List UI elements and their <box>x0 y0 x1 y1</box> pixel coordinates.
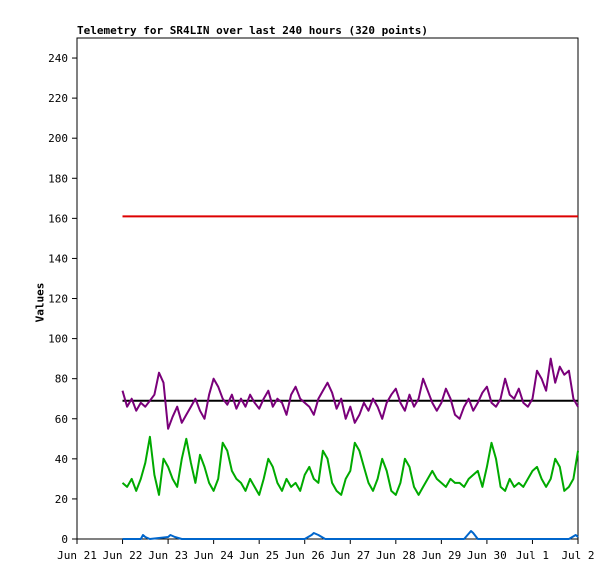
x-tick-label: Jun 27 <box>330 549 370 562</box>
y-tick-label: 60 <box>55 413 68 426</box>
y-tick-label: 240 <box>48 52 68 65</box>
y-tick-label: 100 <box>48 333 68 346</box>
y-tick-label: 180 <box>48 172 68 185</box>
y-tick-label: 200 <box>48 132 68 145</box>
x-tick-label: Jun 22 <box>103 549 143 562</box>
chart-title: Telemetry for SR4LIN over last 240 hours… <box>77 24 428 37</box>
x-tick-label: Jun 23 <box>148 549 188 562</box>
y-tick-label: 120 <box>48 293 68 306</box>
y-tick-label: 0 <box>61 533 68 546</box>
y-tick-label: 160 <box>48 212 68 225</box>
y-tick-label: 220 <box>48 92 68 105</box>
x-tick-label: Jun 25 <box>239 549 279 562</box>
y-tick-label: 140 <box>48 252 68 265</box>
y-tick-label: 20 <box>55 493 68 506</box>
x-tick-label: Jul 2 <box>561 549 594 562</box>
x-tick-label: Jun 24 <box>194 549 234 562</box>
x-tick-label: Jun 29 <box>421 549 461 562</box>
series-line-2 <box>121 357 579 430</box>
series-line-4 <box>122 530 579 540</box>
y-tick-label: 40 <box>55 453 68 466</box>
x-tick-label: Jun 28 <box>376 549 416 562</box>
y-tick-label: 80 <box>55 373 68 386</box>
x-tick-label: Jun 21 <box>57 549 97 562</box>
x-tick-label: Jun 26 <box>285 549 325 562</box>
x-tick-label: Jun 30 <box>467 549 507 562</box>
series-line-3 <box>121 435 579 496</box>
x-tick-label: Jul 1 <box>516 549 549 562</box>
